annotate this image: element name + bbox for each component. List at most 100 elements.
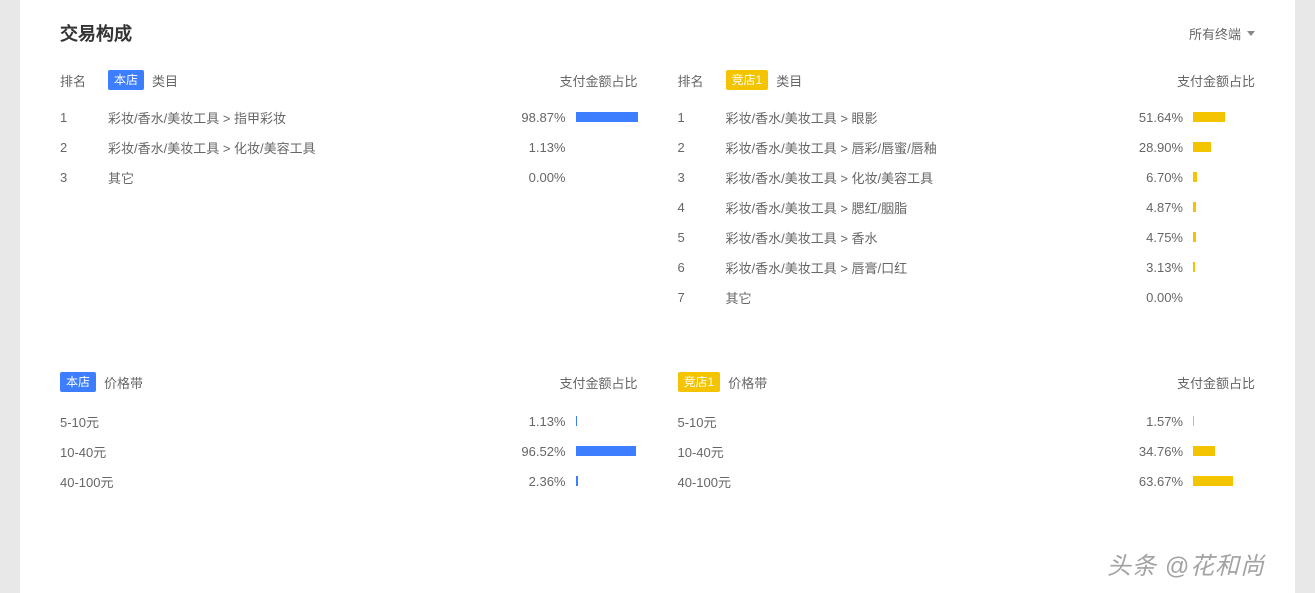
cell-rank: 3 xyxy=(60,170,108,185)
cell-bar xyxy=(1193,232,1255,242)
cell-percentage: 98.87% xyxy=(512,110,576,125)
cell-bar xyxy=(576,446,638,456)
header-metric: 支付金额占比 xyxy=(559,373,637,392)
panel-title: 交易构成 xyxy=(60,20,132,46)
header-rank: 排名 xyxy=(678,71,726,90)
cell-category: 其它 xyxy=(108,168,512,187)
cell-rank: 1 xyxy=(678,110,726,125)
chevron-down-icon xyxy=(1247,31,1255,36)
table-row: 1彩妆/香水/美妆工具 > 眼影51.64% xyxy=(678,102,1256,132)
table-row: 3彩妆/香水/美妆工具 > 化妆/美容工具6.70% xyxy=(678,162,1256,192)
header-rank: 排名 xyxy=(60,71,108,90)
cell-price-range: 40-100元 xyxy=(60,472,512,491)
cell-percentage: 4.87% xyxy=(1129,200,1193,215)
category-right-header: 排名 竞店1 类目 支付金额占比 xyxy=(678,70,1256,90)
table-row: 5彩妆/香水/美妆工具 > 香水4.75% xyxy=(678,222,1256,252)
cell-percentage: 1.13% xyxy=(512,414,576,429)
badge-competitor-store: 竞店1 xyxy=(678,372,721,392)
cell-bar xyxy=(1193,446,1255,456)
table-row: 2彩妆/香水/美妆工具 > 化妆/美容工具1.13% xyxy=(60,132,638,162)
cell-percentage: 0.00% xyxy=(1129,290,1193,305)
cell-category: 彩妆/香水/美妆工具 > 唇彩/唇蜜/唇釉 xyxy=(726,138,1130,157)
terminal-dropdown[interactable]: 所有终端 xyxy=(1189,24,1255,43)
cell-rank: 3 xyxy=(678,170,726,185)
cell-bar xyxy=(576,142,638,152)
bar-fill xyxy=(576,446,636,456)
cell-bar xyxy=(1193,172,1255,182)
cell-category: 彩妆/香水/美妆工具 > 香水 xyxy=(726,228,1130,247)
bar-fill xyxy=(576,112,638,122)
cell-percentage: 96.52% xyxy=(512,444,576,459)
bar-fill xyxy=(1193,446,1215,456)
table-row: 6彩妆/香水/美妆工具 > 唇膏/口红3.13% xyxy=(678,252,1256,282)
cell-rank: 7 xyxy=(678,290,726,305)
cell-bar xyxy=(576,476,638,486)
cell-bar xyxy=(1193,292,1255,302)
cell-category: 彩妆/香水/美妆工具 > 唇膏/口红 xyxy=(726,258,1130,277)
cell-category: 彩妆/香水/美妆工具 > 眼影 xyxy=(726,108,1130,127)
cell-price-range: 5-10元 xyxy=(60,412,512,431)
cell-percentage: 6.70% xyxy=(1129,170,1193,185)
price-left-header: 本店 价格带 支付金额占比 xyxy=(60,372,638,392)
cell-percentage: 63.67% xyxy=(1129,474,1193,489)
transaction-panel: 交易构成 所有终端 排名 本店 类目 支付金额占比 1彩妆/香水/美妆工具 > … xyxy=(20,0,1295,593)
badge-competitor-store: 竞店1 xyxy=(726,70,769,90)
cell-rank: 4 xyxy=(678,200,726,215)
cell-bar xyxy=(1193,476,1255,486)
panel-header: 交易构成 所有终端 xyxy=(60,20,1255,46)
header-store: 本店 价格带 xyxy=(60,372,143,392)
badge-own-store: 本店 xyxy=(60,372,96,392)
header-category: 类目 xyxy=(776,71,802,90)
header-store: 本店 类目 xyxy=(108,70,178,90)
table-row: 10-40元34.76% xyxy=(678,436,1256,466)
table-row: 40-100元63.67% xyxy=(678,466,1256,496)
bar-fill xyxy=(1193,476,1233,486)
cell-rank: 2 xyxy=(60,140,108,155)
header-price-range: 价格带 xyxy=(104,373,143,392)
cell-percentage: 0.00% xyxy=(512,170,576,185)
cell-percentage: 34.76% xyxy=(1129,444,1193,459)
price-left: 本店 价格带 支付金额占比 5-10元1.13%10-40元96.52%40-1… xyxy=(60,372,638,496)
cell-bar xyxy=(1193,142,1255,152)
cell-bar xyxy=(576,112,638,122)
table-row: 7其它0.00% xyxy=(678,282,1256,312)
bar-fill xyxy=(1193,202,1196,212)
header-store: 竞店1 类目 xyxy=(726,70,803,90)
cell-bar xyxy=(576,172,638,182)
table-row: 40-100元2.36% xyxy=(60,466,638,496)
header-store: 竞店1 价格带 xyxy=(678,372,768,392)
table-row: 5-10元1.13% xyxy=(60,406,638,436)
table-row: 1彩妆/香水/美妆工具 > 指甲彩妆98.87% xyxy=(60,102,638,132)
category-right: 排名 竞店1 类目 支付金额占比 1彩妆/香水/美妆工具 > 眼影51.64%2… xyxy=(678,70,1256,312)
price-sections: 本店 价格带 支付金额占比 5-10元1.13%10-40元96.52%40-1… xyxy=(60,372,1255,496)
cell-percentage: 2.36% xyxy=(512,474,576,489)
cell-bar xyxy=(1193,112,1255,122)
cell-percentage: 51.64% xyxy=(1129,110,1193,125)
header-metric: 支付金额占比 xyxy=(1177,373,1255,392)
cell-price-range: 40-100元 xyxy=(678,472,1130,491)
cell-category: 其它 xyxy=(726,288,1130,307)
bar-fill xyxy=(1193,416,1194,426)
cell-price-range: 10-40元 xyxy=(60,442,512,461)
header-category: 类目 xyxy=(152,71,178,90)
cell-price-range: 5-10元 xyxy=(678,412,1130,431)
category-sections: 排名 本店 类目 支付金额占比 1彩妆/香水/美妆工具 > 指甲彩妆98.87%… xyxy=(60,70,1255,312)
bar-fill xyxy=(1193,172,1197,182)
bar-fill xyxy=(576,476,578,486)
bar-fill xyxy=(1193,262,1195,272)
header-metric: 支付金额占比 xyxy=(1177,71,1255,90)
cell-bar xyxy=(1193,416,1255,426)
badge-own-store: 本店 xyxy=(108,70,144,90)
terminal-label: 所有终端 xyxy=(1189,24,1241,43)
watermark-text: 头条 @花和尚 xyxy=(1107,546,1265,581)
cell-category: 彩妆/香水/美妆工具 > 化妆/美容工具 xyxy=(108,138,512,157)
cell-category: 彩妆/香水/美妆工具 > 指甲彩妆 xyxy=(108,108,512,127)
cell-percentage: 3.13% xyxy=(1129,260,1193,275)
cell-bar xyxy=(1193,262,1255,272)
cell-percentage: 1.13% xyxy=(512,140,576,155)
cell-price-range: 10-40元 xyxy=(678,442,1130,461)
price-right-header: 竞店1 价格带 支付金额占比 xyxy=(678,372,1256,392)
cell-rank: 6 xyxy=(678,260,726,275)
cell-category: 彩妆/香水/美妆工具 > 化妆/美容工具 xyxy=(726,168,1130,187)
header-metric: 支付金额占比 xyxy=(559,71,637,90)
